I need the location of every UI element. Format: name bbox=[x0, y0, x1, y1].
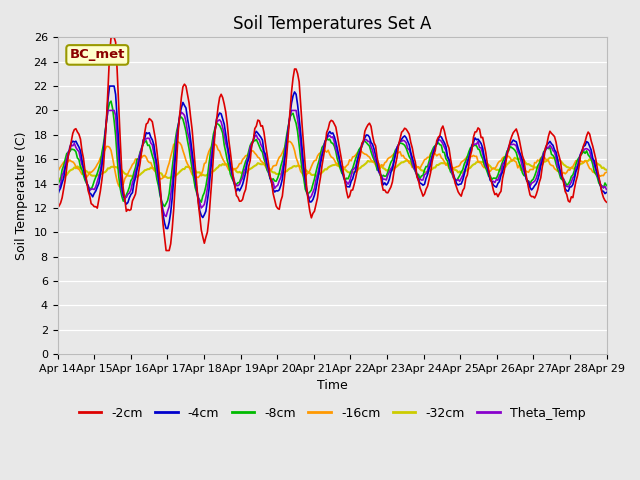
Title: Soil Temperatures Set A: Soil Temperatures Set A bbox=[233, 15, 431, 33]
X-axis label: Time: Time bbox=[317, 379, 348, 392]
Text: BC_met: BC_met bbox=[70, 48, 125, 61]
Legend: -2cm, -4cm, -8cm, -16cm, -32cm, Theta_Temp: -2cm, -4cm, -8cm, -16cm, -32cm, Theta_Te… bbox=[74, 402, 590, 424]
Y-axis label: Soil Temperature (C): Soil Temperature (C) bbox=[15, 132, 28, 260]
